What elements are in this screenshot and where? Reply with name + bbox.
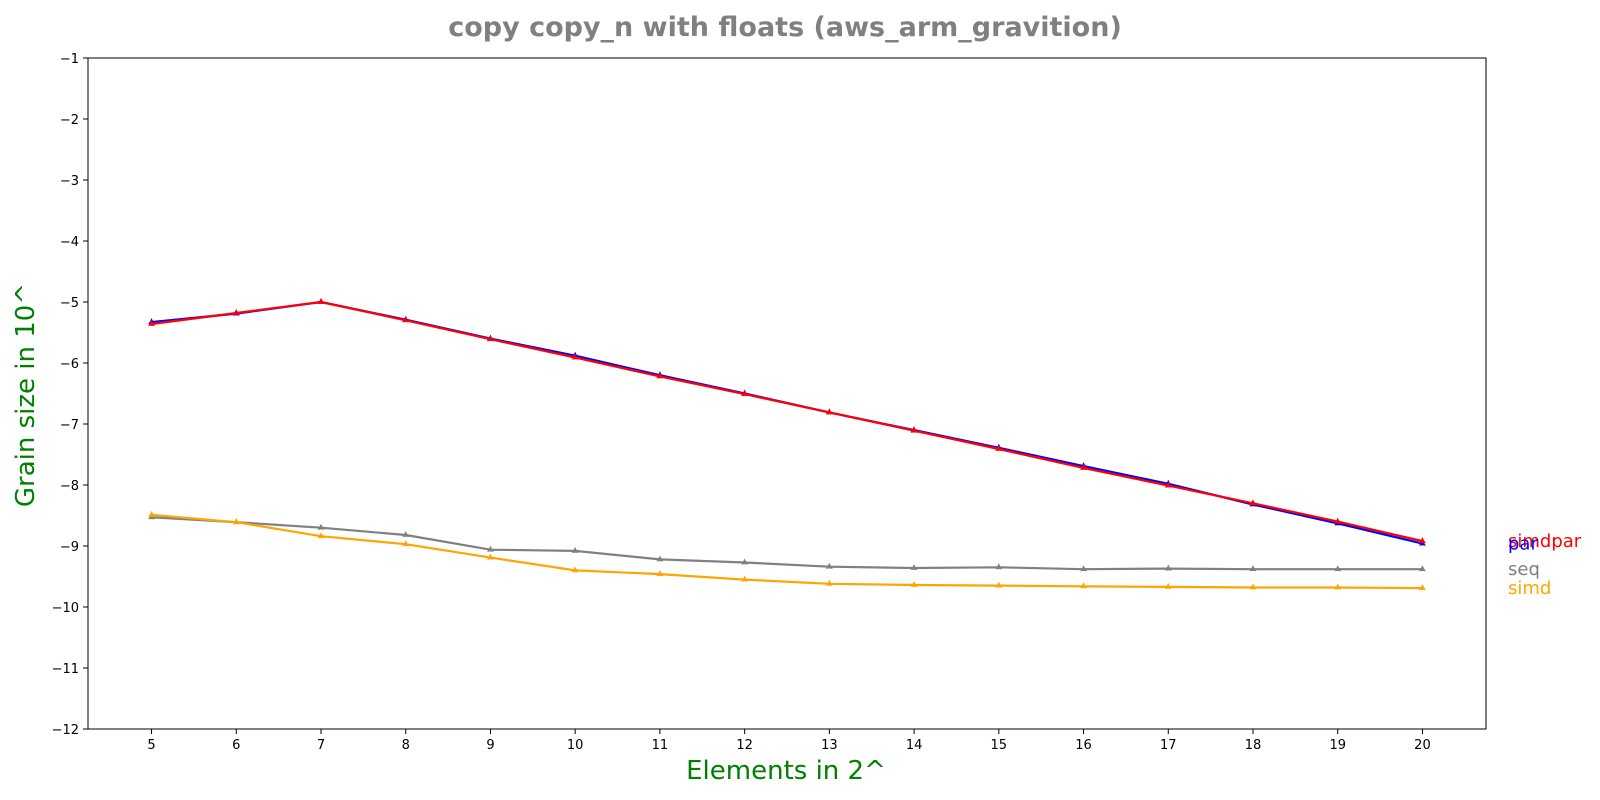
data-point-simdpar xyxy=(571,353,579,360)
x-tick-label: 12 xyxy=(736,738,753,753)
series-line-simdpar xyxy=(151,300,1423,543)
legend-label-par: par xyxy=(1508,534,1538,555)
data-point-simdpar xyxy=(910,426,918,433)
data-point-simdpar xyxy=(1334,517,1342,524)
data-point-simd xyxy=(995,581,1003,588)
data-point-simd xyxy=(1080,582,1087,589)
legend-label-simd: simd xyxy=(1508,578,1551,599)
data-point-simd xyxy=(741,575,749,582)
x-tick-label: 8 xyxy=(402,738,410,753)
series-par xyxy=(148,298,1426,546)
data-point-simdpar xyxy=(148,320,155,326)
y-axis: −1 −2 −3 −4 −5 −6 −7 −8 −9 −10 −11 −12 xyxy=(52,52,88,738)
plot-area-frame xyxy=(87,57,1487,730)
y-tick-label: −11 xyxy=(52,662,79,677)
data-point-simdpar xyxy=(487,335,494,342)
data-point-seq xyxy=(1080,565,1087,572)
data-point-simd xyxy=(317,532,325,539)
data-point-seq xyxy=(1164,564,1172,571)
x-tick-label: 9 xyxy=(486,738,494,753)
x-tick-label: 14 xyxy=(906,738,923,753)
data-point-seq xyxy=(487,545,494,552)
data-point-simd xyxy=(487,553,494,560)
y-tick-label: −7 xyxy=(60,418,79,433)
y-tick-label: −4 xyxy=(60,235,79,250)
data-point-simd xyxy=(1249,583,1257,590)
series-simd xyxy=(148,510,1426,591)
data-point-simdpar xyxy=(402,316,410,323)
y-tick-label: −2 xyxy=(60,113,79,128)
legend-label-simdpar: simdpar xyxy=(1508,531,1582,552)
x-tick-label: 7 xyxy=(317,738,325,753)
x-tick-label: 18 xyxy=(1245,738,1262,753)
x-tick-label: 16 xyxy=(1075,738,1092,753)
data-point-seq xyxy=(1419,565,1426,572)
data-point-seq xyxy=(402,531,410,537)
y-tick-label: −12 xyxy=(52,723,79,738)
y-tick-label: −3 xyxy=(60,174,79,189)
series-simdpar xyxy=(148,298,1426,544)
x-axis-label: Elements in 2^ xyxy=(686,756,886,786)
series-line-seq xyxy=(151,516,1423,571)
data-point-simd xyxy=(1334,583,1342,590)
y-axis-label: Grain size in 10^ xyxy=(11,283,41,507)
y-tick-label: −5 xyxy=(60,296,79,311)
data-point-simd xyxy=(1419,584,1426,591)
data-point-seq xyxy=(571,546,579,553)
x-tick-label: 15 xyxy=(991,738,1008,753)
data-point-seq xyxy=(910,564,918,570)
y-tick-label: −9 xyxy=(60,540,79,555)
y-tick-label: −10 xyxy=(52,601,79,616)
data-point-seq xyxy=(656,555,664,562)
data-point-simd xyxy=(148,510,155,517)
data-point-simdpar xyxy=(232,309,240,315)
x-tick-label: 17 xyxy=(1160,738,1177,753)
data-point-simd xyxy=(656,570,664,577)
data-point-seq xyxy=(825,562,833,569)
data-point-simdpar xyxy=(1164,481,1172,488)
series-line-simd xyxy=(151,513,1423,590)
x-tick-label: 5 xyxy=(147,738,155,753)
x-tick-label: 19 xyxy=(1329,738,1346,753)
data-point-simdpar xyxy=(656,372,664,379)
y-tick-label: −6 xyxy=(60,357,79,372)
data-point-seq xyxy=(741,558,749,565)
data-point-simd xyxy=(402,540,410,547)
series-seq xyxy=(148,513,1426,572)
series-line-par xyxy=(151,300,1423,545)
data-point-seq xyxy=(1249,565,1257,572)
y-tick-label: −8 xyxy=(60,479,79,494)
x-tick-label: 6 xyxy=(232,738,240,753)
legend-label-seq: seq xyxy=(1508,559,1540,580)
data-point-simd xyxy=(232,518,240,525)
data-point-simdpar xyxy=(1419,537,1426,544)
x-tick-label: 13 xyxy=(821,738,838,753)
data-point-seq xyxy=(1334,565,1342,572)
x-tick-label: 10 xyxy=(567,738,584,753)
x-tick-label: 11 xyxy=(652,738,669,753)
data-point-simdpar xyxy=(1249,499,1257,506)
data-point-simd xyxy=(1164,582,1172,589)
data-point-simdpar xyxy=(1080,463,1087,470)
x-axis: 5 6 7 8 9 10 11 12 13 14 15 16 17 18 19 20 xyxy=(147,729,1431,753)
data-point-seq xyxy=(317,523,325,530)
data-point-simd xyxy=(825,579,833,586)
data-point-simdpar xyxy=(317,298,325,304)
chart-title: copy copy_n with floats (aws_arm_graviti… xyxy=(448,12,1122,43)
data-point-simdpar xyxy=(825,408,833,415)
data-point-simd xyxy=(571,566,579,573)
data-point-simd xyxy=(910,581,918,587)
x-tick-label: 20 xyxy=(1414,738,1431,753)
y-tick-label: −1 xyxy=(60,52,79,67)
data-point-simdpar xyxy=(995,445,1003,451)
data-point-simdpar xyxy=(741,390,749,397)
data-point-seq xyxy=(995,563,1003,570)
series-group xyxy=(148,298,1426,591)
